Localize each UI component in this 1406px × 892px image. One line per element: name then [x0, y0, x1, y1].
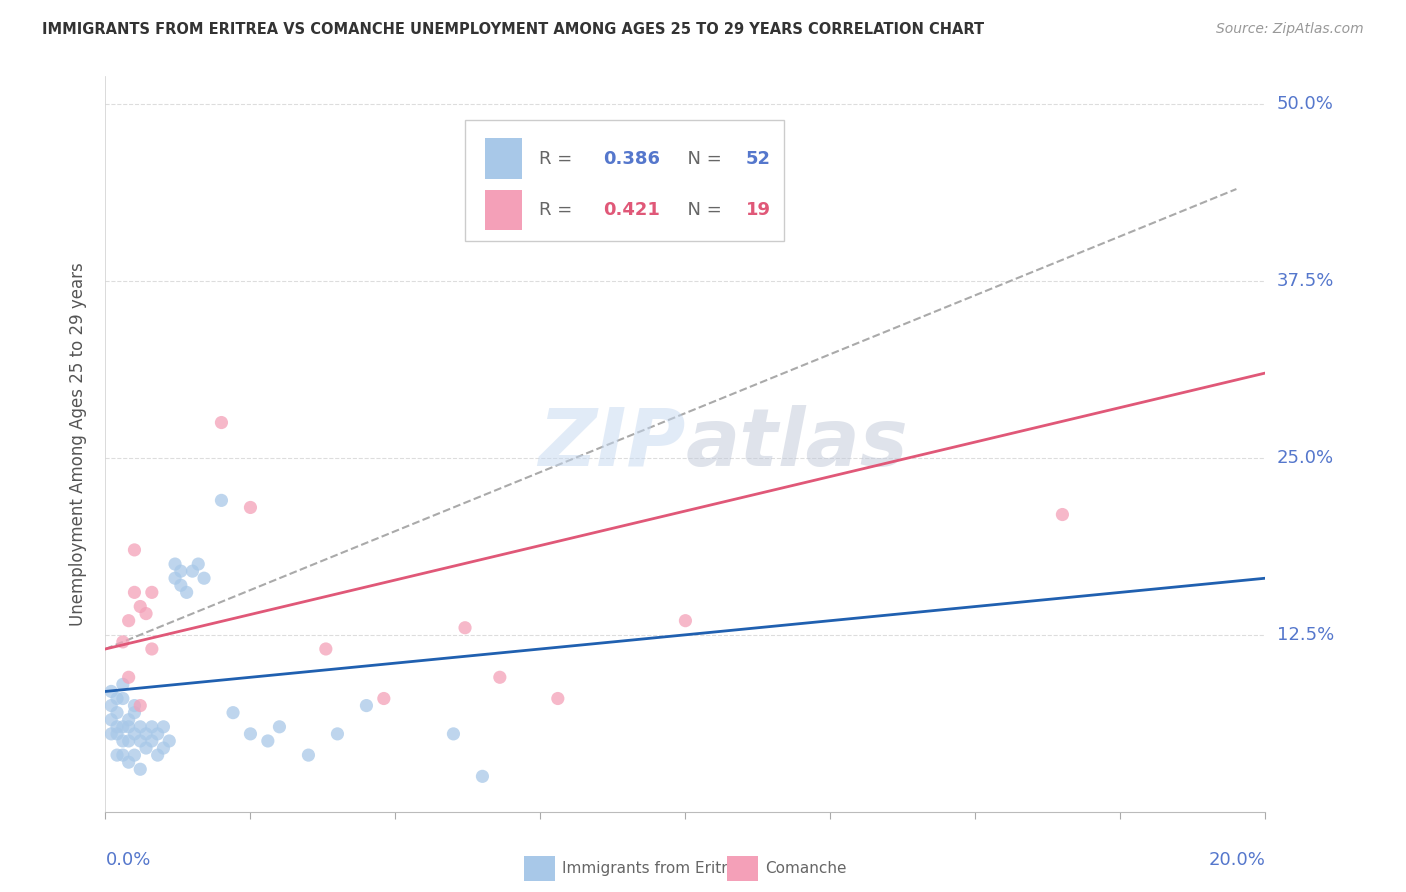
Text: IMMIGRANTS FROM ERITREA VS COMANCHE UNEMPLOYMENT AMONG AGES 25 TO 29 YEARS CORRE: IMMIGRANTS FROM ERITREA VS COMANCHE UNEM…: [42, 22, 984, 37]
Point: [356, 698, 378, 713]
Point: [441, 727, 464, 741]
Point: [100, 727, 122, 741]
Point: [105, 720, 128, 734]
Point: [111, 635, 134, 649]
Point: [100, 713, 122, 727]
Point: [118, 755, 141, 769]
Point: [124, 698, 146, 713]
Point: [239, 727, 262, 741]
Point: [141, 642, 163, 657]
Text: Source: ZipAtlas.com: Source: ZipAtlas.com: [1216, 22, 1364, 37]
Bar: [485, 190, 522, 230]
Point: [129, 762, 152, 776]
Text: 20.0%: 20.0%: [1209, 851, 1265, 869]
Point: [111, 720, 134, 734]
Point: [176, 585, 198, 599]
Text: Comanche: Comanche: [765, 862, 846, 876]
Point: [222, 706, 245, 720]
Point: [100, 698, 122, 713]
Point: [257, 734, 280, 748]
Y-axis label: Unemployment Among Ages 25 to 29 years: Unemployment Among Ages 25 to 29 years: [69, 262, 87, 625]
Point: [547, 691, 569, 706]
Point: [111, 748, 134, 763]
Point: [111, 691, 134, 706]
Point: [124, 748, 146, 763]
Point: [118, 670, 141, 684]
Point: [489, 670, 512, 684]
Point: [129, 599, 152, 614]
Point: [239, 500, 262, 515]
Text: N =: N =: [676, 150, 728, 168]
Point: [315, 642, 337, 657]
Point: [124, 706, 146, 720]
Point: [170, 578, 193, 592]
Point: [105, 691, 128, 706]
Point: [141, 585, 163, 599]
Point: [193, 571, 215, 585]
Point: [135, 741, 157, 756]
Point: [135, 727, 157, 741]
Point: [211, 416, 233, 430]
Text: 0.0%: 0.0%: [105, 851, 150, 869]
Point: [118, 713, 141, 727]
Point: [269, 720, 291, 734]
Text: 12.5%: 12.5%: [1277, 626, 1334, 644]
Point: [471, 769, 494, 783]
Point: [170, 564, 193, 578]
Text: N =: N =: [676, 201, 728, 219]
Point: [111, 677, 134, 691]
Point: [165, 557, 187, 571]
Point: [105, 706, 128, 720]
Point: [297, 748, 319, 763]
Text: ZIP: ZIP: [538, 405, 686, 483]
Point: [157, 734, 180, 748]
Point: [187, 557, 209, 571]
FancyBboxPatch shape: [465, 120, 785, 242]
Point: [118, 614, 141, 628]
Text: 52: 52: [745, 150, 770, 168]
Text: 19: 19: [745, 201, 770, 219]
Point: [181, 564, 204, 578]
Point: [111, 734, 134, 748]
Point: [129, 698, 152, 713]
Point: [129, 720, 152, 734]
Point: [373, 691, 395, 706]
Point: [100, 684, 122, 698]
Text: R =: R =: [540, 150, 578, 168]
Point: [105, 727, 128, 741]
Text: 0.421: 0.421: [603, 201, 659, 219]
Point: [141, 734, 163, 748]
Text: 0.386: 0.386: [603, 150, 659, 168]
Point: [146, 748, 169, 763]
Point: [118, 734, 141, 748]
Point: [129, 734, 152, 748]
Point: [141, 720, 163, 734]
Point: [124, 727, 146, 741]
Point: [146, 727, 169, 741]
Point: [124, 542, 146, 557]
Text: Immigrants from Eritrea: Immigrants from Eritrea: [562, 862, 747, 876]
Point: [675, 614, 697, 628]
Bar: [485, 138, 522, 178]
Text: R =: R =: [540, 201, 578, 219]
Point: [135, 607, 157, 621]
Point: [152, 720, 174, 734]
Point: [1052, 508, 1074, 522]
Text: atlas: atlas: [686, 405, 908, 483]
Point: [118, 720, 141, 734]
Point: [454, 621, 477, 635]
Text: 50.0%: 50.0%: [1277, 95, 1333, 113]
Point: [326, 727, 349, 741]
Point: [211, 493, 233, 508]
Point: [105, 748, 128, 763]
Point: [152, 741, 174, 756]
Point: [165, 571, 187, 585]
Text: 25.0%: 25.0%: [1277, 449, 1334, 467]
Text: 37.5%: 37.5%: [1277, 272, 1334, 290]
Point: [124, 585, 146, 599]
